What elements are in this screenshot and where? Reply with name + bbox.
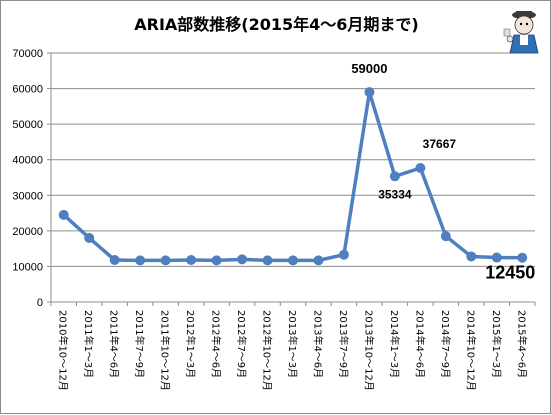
data-point xyxy=(338,249,349,260)
data-point xyxy=(135,255,146,266)
x-tick-label: 2014年4～6月 xyxy=(413,310,426,378)
y-tick-label: 10000 xyxy=(12,261,43,273)
series-line xyxy=(62,90,523,263)
x-tick-label: 2013年4～6月 xyxy=(311,310,324,378)
x-tick-label: 2013年1～3月 xyxy=(286,310,299,378)
y-tick-label: 20000 xyxy=(12,226,43,238)
data-point xyxy=(262,255,273,266)
data-point xyxy=(84,232,95,243)
data-point xyxy=(517,252,528,263)
y-tick-label: 60000 xyxy=(12,84,43,96)
x-tick-label: 2011年4～6月 xyxy=(108,310,121,378)
data-label: 37667 xyxy=(423,137,457,151)
data-label: 12450 xyxy=(485,263,535,283)
data-point xyxy=(109,255,120,266)
x-tick-label: 2015年1～3月 xyxy=(490,310,503,378)
x-tick-label: 2010年10～12月 xyxy=(57,310,70,391)
data-point xyxy=(313,255,324,266)
x-tick-label: 2011年7～9月 xyxy=(133,310,146,378)
x-tick-label: 2011年1～3月 xyxy=(82,310,95,378)
data-point xyxy=(160,255,171,266)
x-tick-label: 2012年10～12月 xyxy=(261,310,274,391)
data-point xyxy=(186,255,197,266)
x-tick-label: 2013年10～12月 xyxy=(362,310,375,391)
y-tick-label: 0 xyxy=(37,297,43,309)
y-tick-label: 30000 xyxy=(12,190,43,202)
x-tick-label: 2015年4～6月 xyxy=(515,310,528,378)
data-point xyxy=(211,255,222,266)
x-tick-label: 2011年10～12月 xyxy=(159,310,172,391)
cartoon-character-icon xyxy=(503,11,539,54)
x-tick-label: 2012年1～3月 xyxy=(184,310,197,378)
data-point xyxy=(364,87,375,98)
data-point xyxy=(415,163,426,174)
data-point xyxy=(288,255,298,266)
y-tick-label: 40000 xyxy=(12,155,43,167)
data-point xyxy=(389,171,400,182)
data-point xyxy=(440,231,451,242)
data-point xyxy=(58,209,69,220)
y-tick-label: 70000 xyxy=(12,48,43,60)
x-tick-label: 2012年4～6月 xyxy=(210,310,223,378)
chart-title: ARIA部数推移(2015年4～6月期まで) xyxy=(134,15,419,34)
x-tick-label: 2013年7～9月 xyxy=(337,310,350,378)
x-tick-label: 2014年10～12月 xyxy=(464,310,477,391)
x-tick-label: 2014年7～9月 xyxy=(439,310,452,378)
data-label: 35334 xyxy=(378,187,412,201)
x-tick-label: 2012年7～9月 xyxy=(235,310,248,378)
data-point xyxy=(466,251,477,262)
data-point xyxy=(491,252,502,263)
data-point xyxy=(237,254,248,265)
x-tick-label: 2014年1～3月 xyxy=(388,310,401,378)
y-tick-label: 50000 xyxy=(12,119,43,131)
data-label: 59000 xyxy=(351,61,387,76)
